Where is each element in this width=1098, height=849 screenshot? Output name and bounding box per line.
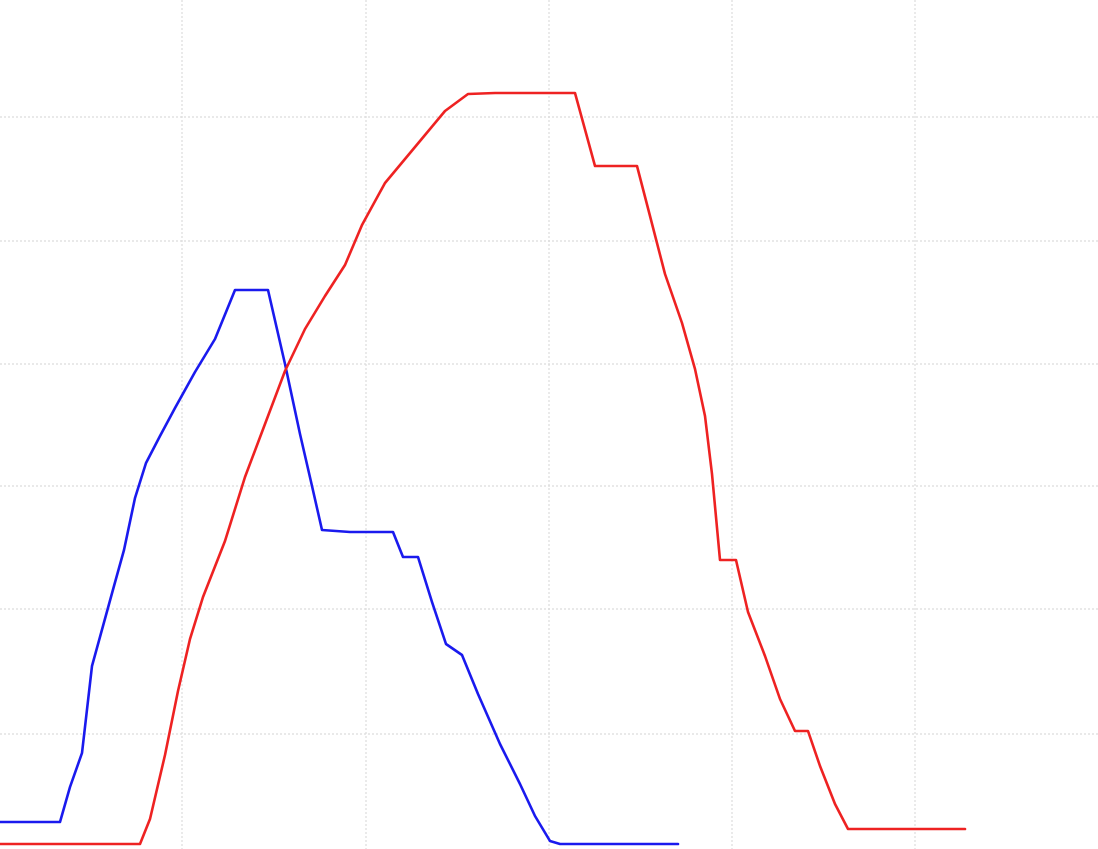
series-1-point-19 [311, 485, 313, 487]
series-1-point-29 [499, 743, 501, 745]
series-2-point-21 [494, 92, 496, 94]
series-2-point-8 [224, 540, 226, 542]
series-layer [0, 91, 967, 846]
series-1-point-13 [194, 371, 196, 373]
series-1-point-7 [113, 585, 115, 587]
series-1-point-32 [549, 840, 551, 842]
series-2-point-31 [711, 473, 713, 475]
series-2-point-33 [735, 559, 737, 561]
series-1-point-8 [123, 549, 125, 551]
series-2-point-24 [594, 165, 596, 167]
series-2-point-16 [384, 182, 386, 184]
series-2-point-11 [284, 370, 286, 372]
series-1-point-10 [145, 462, 147, 464]
series-2 [0, 91, 967, 846]
series-2-point-38 [807, 730, 809, 732]
series-2-point-15 [361, 224, 363, 226]
series-2-point-37 [794, 730, 796, 732]
series-2-point-30 [704, 415, 706, 417]
series-1-point-14 [214, 338, 216, 340]
series-2-point-25 [636, 165, 638, 167]
series-1-point-12 [174, 407, 176, 409]
series-1-point-24 [417, 556, 419, 558]
series-1-point-22 [392, 531, 394, 533]
series-2-point-29 [694, 368, 696, 370]
series-1-point-18 [299, 433, 301, 435]
series-1-point-5 [91, 665, 93, 667]
series-line-1 [0, 288, 680, 846]
series-2-point-7 [202, 596, 204, 598]
series-2-point-27 [664, 273, 666, 275]
series-2-point-32 [719, 559, 721, 561]
series-1-point-34 [677, 843, 679, 845]
series-2-point-36 [779, 698, 781, 700]
series-2-point-42 [879, 828, 881, 830]
series-1-point-30 [519, 783, 521, 785]
series-1-point-31 [534, 815, 536, 817]
series-2-point-34 [747, 611, 749, 613]
series-1 [0, 288, 680, 846]
series-2-point-22 [519, 92, 521, 94]
series-2-point-12 [304, 328, 306, 330]
series-1-point-3 [69, 786, 71, 788]
series-1-point-25 [431, 601, 433, 603]
series-1-point-2 [59, 821, 61, 823]
series-2-point-28 [681, 322, 683, 324]
series-2-point-39 [819, 765, 821, 767]
series-2-point-23 [574, 92, 576, 94]
series-1-point-11 [159, 435, 161, 437]
series-2-point-20 [467, 93, 469, 95]
series-1-point-23 [402, 556, 404, 558]
series-2-point-6 [189, 638, 191, 640]
series-1-point-17 [284, 363, 286, 365]
series-2-point-19 [444, 110, 446, 112]
series-2-point-4 [164, 754, 166, 756]
series-1-point-16 [267, 289, 269, 291]
series-2-point-40 [834, 803, 836, 805]
series-2-point-17 [404, 158, 406, 160]
series-2-point-9 [244, 476, 246, 478]
series-1-point-6 [102, 625, 104, 627]
series-1-point-15 [234, 289, 236, 291]
series-2-point-13 [324, 295, 326, 297]
series-1-point-33 [559, 843, 561, 845]
series-1-point-4 [81, 752, 83, 754]
series-1-point-20 [321, 529, 323, 531]
series-2-point-10 [264, 423, 266, 425]
series-2-point-14 [344, 264, 346, 266]
series-1-point-1 [0, 821, 1, 823]
series-2-point-1 [0, 843, 1, 845]
series-2-point-43 [964, 828, 966, 830]
series-1-point-28 [477, 693, 479, 695]
series-1-point-26 [445, 643, 447, 645]
series-2-point-26 [649, 215, 651, 217]
series-2-point-2 [139, 843, 141, 845]
series-2-point-35 [764, 655, 766, 657]
series-1-point-21 [349, 531, 351, 533]
series-2-point-3 [149, 818, 151, 820]
series-1-point-27 [461, 654, 463, 656]
series-2-point-18 [424, 134, 426, 136]
series-2-point-41 [847, 828, 849, 830]
series-2-point-5 [177, 690, 179, 692]
series-1-point-9 [134, 497, 136, 499]
